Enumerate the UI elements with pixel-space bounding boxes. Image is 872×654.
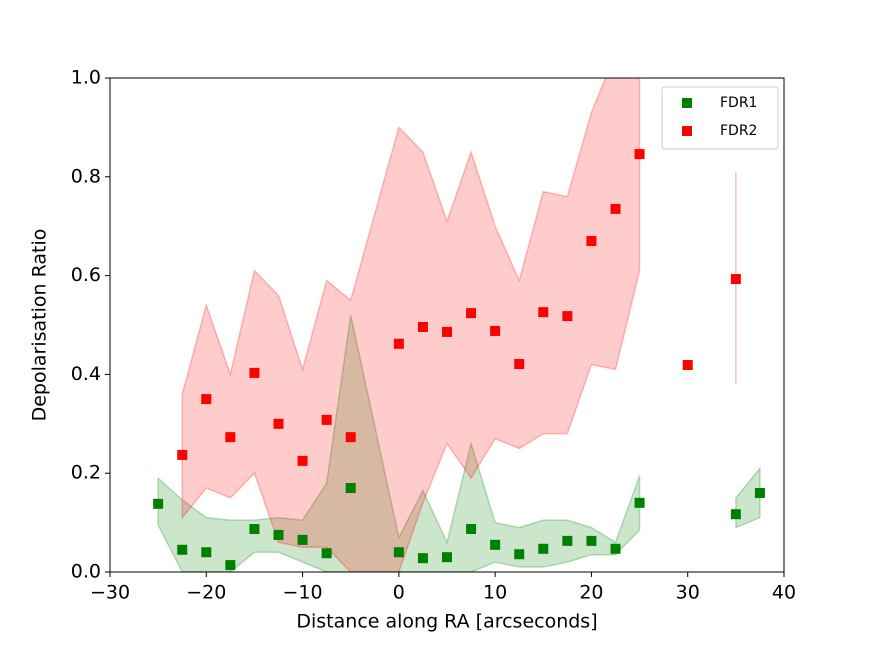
y-tick-label: 0.0 — [71, 561, 101, 583]
data-point — [610, 543, 621, 554]
error-band — [181, 78, 641, 572]
data-point — [393, 547, 404, 558]
x-tick-label: 40 — [772, 582, 796, 604]
data-point — [466, 308, 477, 319]
y-tick-label: 0.6 — [71, 264, 101, 286]
data-point — [610, 203, 621, 214]
data-point — [514, 549, 525, 560]
data-point — [634, 149, 645, 160]
data-point — [586, 535, 597, 546]
data-point — [490, 325, 501, 336]
legend-marker — [682, 98, 692, 108]
data-point — [514, 359, 525, 370]
data-point — [730, 509, 741, 520]
data-point — [393, 338, 404, 349]
data-point — [225, 432, 236, 443]
data-point — [345, 432, 356, 443]
legend-label: FDR1 — [720, 95, 757, 111]
y-axis-label: Depolarisation Ratio — [29, 229, 51, 422]
data-point — [321, 414, 332, 425]
data-point — [490, 539, 501, 550]
legend-marker — [682, 126, 692, 136]
data-point — [273, 529, 284, 540]
data-point — [754, 487, 765, 498]
data-point — [201, 547, 212, 558]
y-tick-label: 1.0 — [71, 67, 101, 89]
data-point — [177, 544, 188, 555]
x-tick-label: −10 — [283, 582, 323, 604]
data-point — [562, 535, 573, 546]
x-tick-label: 0 — [393, 582, 405, 604]
data-point — [634, 497, 645, 508]
error-band — [157, 314, 641, 572]
data-point — [442, 552, 452, 563]
data-point — [466, 524, 477, 535]
data-point — [586, 236, 597, 247]
data-point — [201, 394, 212, 405]
data-point — [730, 274, 741, 285]
data-point — [249, 524, 260, 535]
data-point — [417, 553, 428, 564]
data-point — [442, 326, 452, 337]
data-point — [177, 449, 188, 460]
data-point — [417, 321, 428, 332]
y-tick-label: 0.2 — [71, 462, 101, 484]
data-point — [538, 307, 549, 318]
data-point — [153, 498, 164, 509]
legend-label: FDR2 — [720, 123, 757, 139]
data-point — [345, 483, 356, 494]
y-tick-label: 0.4 — [71, 363, 101, 385]
data-point — [321, 548, 332, 559]
plot-frame — [109, 77, 785, 573]
data-point — [562, 311, 573, 322]
x-tick-label: 20 — [579, 582, 603, 604]
x-tick-label: −20 — [186, 582, 226, 604]
data-point — [249, 367, 260, 378]
data-point — [297, 534, 308, 545]
x-tick-label: 10 — [483, 582, 507, 604]
data-point — [297, 455, 308, 466]
x-tick-label: 30 — [676, 582, 700, 604]
x-tick-label: −30 — [90, 582, 130, 604]
data-point — [682, 360, 693, 371]
data-point — [273, 418, 284, 429]
y-tick-label: 0.8 — [71, 165, 101, 187]
data-point — [538, 543, 549, 554]
data-point — [225, 560, 236, 571]
x-axis-label: Distance along RA [arcseconds] — [296, 611, 597, 633]
